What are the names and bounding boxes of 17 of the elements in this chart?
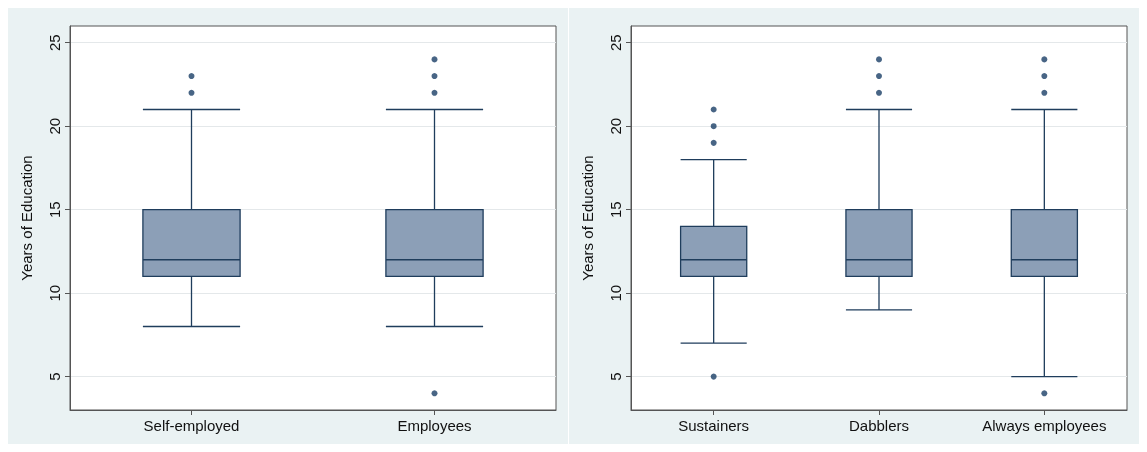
y-tick-label: 5 [607, 372, 624, 381]
y-tick-label: 15 [607, 201, 624, 218]
y-tick-label: 20 [46, 117, 63, 135]
y-tick-label: 25 [46, 34, 63, 52]
x-tick-label: Dabblers [848, 417, 910, 434]
y-axis-title: Years of Education [18, 155, 35, 281]
x-tick-label: Employees [397, 417, 472, 434]
y-tick-label: 15 [46, 201, 63, 218]
y-tick-label: 20 [607, 117, 624, 135]
y-tick-label: 25 [607, 34, 624, 52]
x-tick-label: Sustainers [678, 417, 750, 434]
y-tick-label: 5 [46, 372, 63, 381]
y-tick-label: 10 [46, 284, 63, 302]
y-axis-title: Years of Education [579, 155, 596, 281]
x-tick-label: Self-employed [143, 417, 240, 434]
y-tick-label: 10 [607, 284, 624, 302]
x-tick-label: Always employees [982, 417, 1107, 434]
